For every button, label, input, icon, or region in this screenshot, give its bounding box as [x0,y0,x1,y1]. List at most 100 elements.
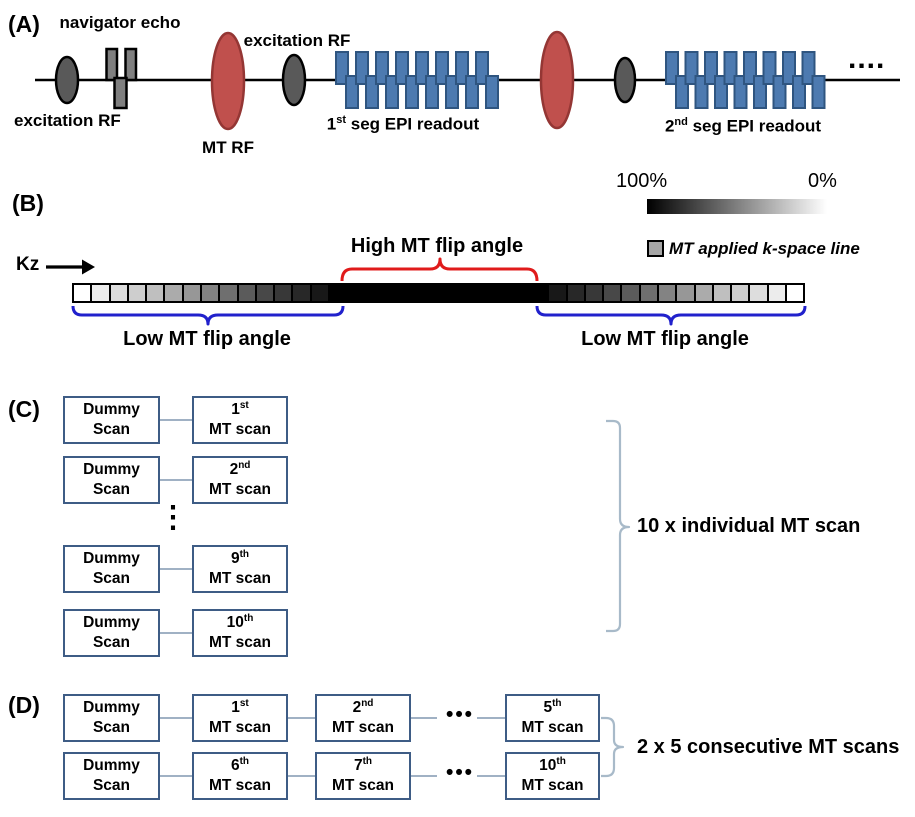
kz-label: Kz [16,254,40,275]
seg1-sup: st [336,114,347,126]
kspace-line-29 [602,283,623,303]
box-line2: MT scan [208,777,271,794]
mt-scan-box-6: 6th MT scan [192,752,288,800]
seg1-readout-label: 1st seg EPI readout [303,114,503,135]
mt-scan-box-10: 10th MT scan [505,752,600,800]
ordinal-suffix: th [243,612,254,624]
kspace-line-33 [675,283,696,303]
kspace-line-2 [108,283,129,303]
kspace-line-1 [90,283,111,303]
horizontal-ellipsis-row1: ••• [445,703,475,726]
ordinal: 2 [229,461,239,478]
kspace-line-34 [693,283,714,303]
ordinal: 10 [539,757,557,774]
excitation-rf-label-left: excitation RF [14,111,121,130]
kspace-line-7 [199,283,221,303]
box-line2: Scan [92,634,131,651]
kspace-line-12 [291,283,312,303]
epi-readout-comb-1 [335,51,499,109]
box-line1: Dummy [83,699,140,716]
box-line1: 10th [227,613,254,633]
mt-saturation-gradient-bar [647,199,827,214]
kspace-line-14 [327,283,349,303]
box-line1: Dummy [83,757,140,774]
high-mt-label: High MT flip angle [350,235,524,257]
epi-readout-comb-2 [665,51,826,109]
kspace-line-16 [364,283,385,303]
kspace-line-8 [218,283,239,303]
ordinal: 10 [226,614,244,631]
ordinal: 6 [230,757,240,774]
panel-c-label: (C) [8,396,40,422]
panel-d-label: (D) [8,692,40,718]
kspace-line-35 [711,283,733,303]
navigator-echo-lobe-up-1 [105,47,119,82]
consecutive-scans-label: 2 x 5 consecutive MT scans [637,736,900,758]
box-line1: 2nd [230,460,251,480]
excitation-rf-pulse-right [613,56,637,104]
box-line2: Scan [92,481,131,498]
box-line1: 1st [231,400,249,420]
box-line1: 6th [231,756,249,776]
kspace-line-17 [382,283,404,303]
ordinal-suffix: nd [238,459,251,471]
box-line1: Dummy [83,401,140,418]
mt-scan-box-5: 5th MT scan [505,694,600,742]
kspace-line-30 [620,283,641,303]
kspace-line-20 [437,283,458,303]
box-line2: MT scan [208,481,271,498]
box-line2: MT scan [208,570,271,587]
bracket-consecutive-scans [601,716,625,778]
ordinal-suffix: th [362,755,373,767]
ordinal-suffix: st [239,697,249,709]
kspace-line-6 [181,283,202,303]
panel-a-label: (A) [8,11,40,37]
box-line1: 7th [354,756,372,776]
box-line1: Dummy [83,550,140,567]
kspace-line-10 [254,283,276,303]
mt-scan-box-9: 9th MT scan [192,545,288,593]
seg1-rest: seg EPI readout [346,114,480,134]
legend-label: MT applied k-space line [669,239,860,258]
kspace-line-4 [145,283,166,303]
box-line2: MT scan [521,777,584,794]
kspace-line-5 [163,283,184,303]
mt-rf-pulse-2 [539,30,575,130]
box-line1: 5th [543,698,561,718]
high-mt-brace [340,257,539,282]
box-line1: Dummy [83,614,140,631]
kspace-line-21 [455,283,477,303]
kz-arrow-head [82,259,95,275]
kspace-line-31 [638,283,659,303]
box-line1: 10th [539,756,566,776]
ordinal: 5 [543,699,553,716]
kspace-line-25 [529,283,550,303]
ordinal: 1 [231,699,240,716]
box-line1: 1st [231,698,249,718]
scale-100-label: 100% [616,170,668,192]
box-line1: Dummy [83,461,140,478]
box-line2: Scan [92,421,131,438]
ordinal: 9 [230,550,240,567]
low-mt-label-right: Low MT flip angle [581,328,749,350]
mt-scan-box-2: 2nd MT scan [192,456,288,504]
kspace-line-24 [510,283,532,303]
box-line2: MT scan [208,719,271,736]
kspace-line-28 [583,283,605,303]
kspace-line-23 [492,283,513,303]
legend-square-icon [647,240,664,257]
kspace-line-32 [657,283,678,303]
mt-scan-box-7: 7th MT scan [315,752,411,800]
kspace-line-15 [346,283,367,303]
ordinal: 1 [231,401,240,418]
box-line2: MT scan [331,777,394,794]
kspace-line-row [72,283,806,303]
seg2-readout-label: 2nd seg EPI readout [643,116,843,137]
mt-scan-box-1: 1st MT scan [192,694,288,742]
mt-scan-box-2: 2nd MT scan [315,694,411,742]
ordinal-suffix: th [552,697,562,709]
kspace-line-38 [766,283,787,303]
dummy-scan-box: Dummy Scan [63,456,160,504]
kspace-line-37 [748,283,769,303]
